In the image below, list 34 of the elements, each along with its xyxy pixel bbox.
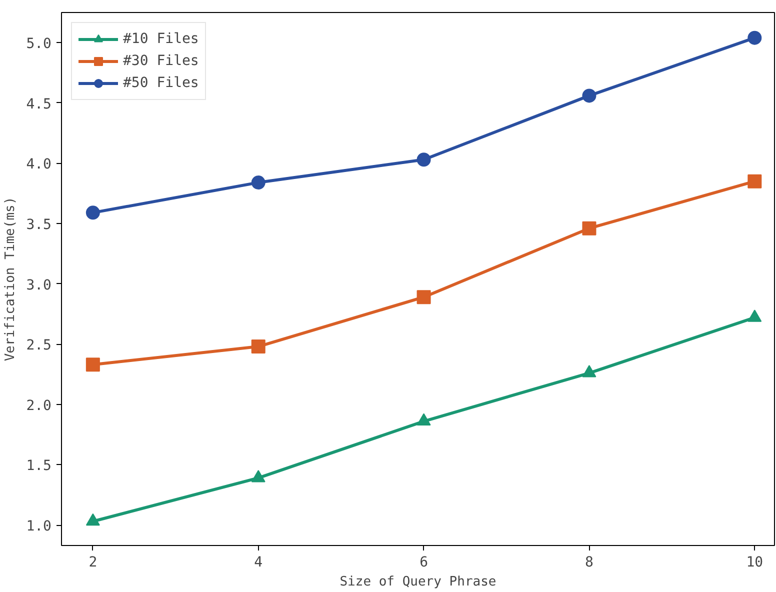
- point: [86, 358, 100, 372]
- y-tick-label: 2.5: [26, 338, 52, 354]
- x-tick-label: 10: [746, 554, 764, 570]
- y-tick-label: 1.5: [26, 458, 52, 474]
- legend-label: #10 Files: [123, 31, 199, 47]
- point: [251, 470, 266, 482]
- y-tick-label: 1.0: [26, 518, 52, 534]
- point: [416, 152, 431, 167]
- x-tick-label: 2: [88, 554, 98, 570]
- y-tick-label: 5.0: [26, 36, 52, 52]
- point: [582, 365, 596, 378]
- point: [251, 176, 266, 190]
- y-axis-title: Verification Time(ms): [3, 196, 18, 362]
- y-tick-label: 4.0: [26, 156, 52, 173]
- x-tick-label: 6: [420, 554, 428, 570]
- point: [416, 290, 431, 304]
- point: [86, 513, 100, 526]
- x-tick-label: 8: [585, 554, 594, 570]
- y-tick-label: 3.0: [26, 277, 52, 294]
- y-tick-label: 3.5: [26, 217, 52, 234]
- point: [748, 310, 762, 322]
- legend-label: #30 Files: [123, 53, 199, 69]
- point: [582, 88, 596, 103]
- x-axis-title: Size of Query Phrase: [340, 574, 496, 590]
- point: [251, 340, 266, 354]
- y-tick-label: 2.0: [26, 398, 52, 414]
- point: [748, 30, 762, 45]
- point: [416, 413, 431, 426]
- point: [582, 221, 596, 236]
- x-tick-label: 4: [254, 554, 263, 570]
- point: [86, 206, 100, 220]
- point: [748, 174, 762, 188]
- y-tick-label: 4.5: [26, 96, 52, 112]
- legend-label: #50 Files: [123, 75, 199, 91]
